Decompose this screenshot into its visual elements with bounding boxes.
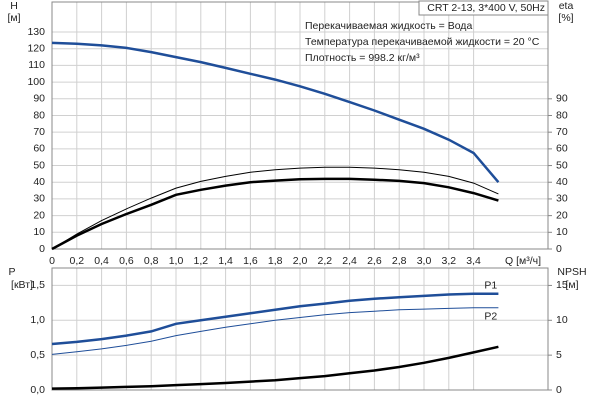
y2-tick-label: 70 [556, 126, 568, 138]
x-tick-label: 0,6 [119, 255, 134, 267]
y2-tick-label: 30 [556, 193, 568, 205]
y-tick-label: 0 [39, 243, 45, 255]
y-tick-label: 1,0 [30, 314, 45, 326]
x-tick-label: 0,2 [69, 255, 84, 267]
y-tick-label: 10 [33, 226, 45, 238]
y-tick-label: 1,5 [30, 279, 45, 291]
x-tick-label: 0,8 [144, 255, 159, 267]
grid-layer [51, 2, 548, 391]
x-tick-label: 3,4 [466, 255, 481, 267]
y2-tick-label: 0 [556, 384, 562, 396]
y-tick-label: 0,0 [30, 384, 45, 396]
y2-tick-label: 5 [556, 349, 562, 361]
y2-tick-label: 15 [556, 279, 568, 291]
series-line [51, 345, 499, 390]
y-tick-label: 70 [33, 126, 45, 138]
x-tick-label: 2,4 [342, 255, 357, 267]
y-tick-label: 130 [27, 26, 45, 38]
y-tick-label: 30 [33, 193, 45, 205]
annotation: Плотность = 998.2 кг/м³ [305, 52, 420, 64]
series-line [51, 307, 499, 355]
y-tick-label: 20 [33, 209, 45, 221]
y2-tick-label: 10 [556, 226, 568, 238]
bottom-frame [51, 267, 549, 391]
series-label: P1 [484, 280, 497, 292]
y-tick-label: 110 [28, 59, 45, 71]
x-tick-label: 0,4 [94, 255, 109, 267]
title-box [418, 0, 549, 16]
y-axis-label: P [8, 266, 15, 278]
x-tick-label: 1,6 [243, 255, 258, 267]
x-tick-label: 2,6 [367, 255, 382, 267]
x-tick-label: 2,0 [293, 255, 308, 267]
series-label: P2 [484, 311, 497, 323]
x-tick-label: 1,2 [193, 255, 208, 267]
x-tick-label: 2,8 [392, 255, 407, 267]
y-axis-unit: [м] [7, 12, 20, 24]
series-line [51, 292, 499, 346]
series-line [51, 166, 499, 250]
y-tick-label: 100 [27, 76, 45, 88]
x-tick-label: 0 [49, 255, 55, 267]
x-tick-label: 3,0 [417, 255, 432, 267]
x-axis-label: Q [м³/ч] [505, 255, 541, 267]
x-tick-label: 1,0 [169, 255, 184, 267]
y2-tick-label: 0 [556, 243, 562, 255]
y-axis-label: H [10, 0, 18, 12]
y2-tick-label: 80 [556, 109, 568, 121]
y2-tick-label: 20 [556, 209, 568, 221]
y2-tick-label: 90 [556, 93, 568, 105]
series-line [51, 177, 499, 251]
y-tick-label: 40 [33, 176, 45, 188]
y2-axis-unit: [%] [558, 12, 573, 24]
series-line [51, 41, 500, 184]
y-tick-label: 50 [33, 159, 45, 171]
y2-tick-label: 10 [556, 314, 568, 326]
x-tick-label: 2,2 [317, 255, 332, 267]
y-axis-unit: [кВт] [11, 279, 33, 291]
chart-title: CRT 2-13, 3*400 V, 50Hz [427, 2, 545, 14]
top-frame [51, 1, 549, 250]
y2-axis-unit: [м] [565, 279, 578, 291]
y2-tick-label: 60 [556, 143, 568, 155]
x-tick-label: 1,4 [218, 255, 233, 267]
y2-tick-label: 50 [556, 159, 568, 171]
y2-axis-label: eta [559, 0, 574, 12]
y-tick-label: 80 [33, 109, 45, 121]
x-tick-label: 1,8 [268, 255, 283, 267]
y-tick-label: 90 [33, 93, 45, 105]
y-tick-label: 120 [27, 43, 45, 55]
y2-axis-label: NPSH [557, 266, 586, 278]
x-tick-label: 3,2 [441, 255, 456, 267]
y2-tick-label: 40 [556, 176, 568, 188]
y-tick-label: 60 [33, 143, 45, 155]
annotation: Перекачиваемая жидкость = Вода [305, 20, 472, 32]
y-tick-label: 0,5 [30, 349, 45, 361]
annotation: Температура перекачиваемой жидкости = 20… [305, 36, 540, 48]
